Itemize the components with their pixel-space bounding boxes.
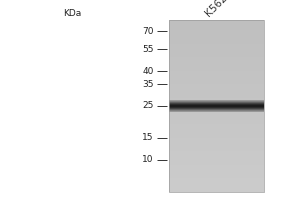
Bar bbox=[169, 20, 264, 192]
Text: KDa: KDa bbox=[63, 9, 81, 18]
Text: 35: 35 bbox=[142, 80, 154, 88]
Text: 15: 15 bbox=[142, 134, 154, 142]
Text: K562: K562 bbox=[203, 0, 229, 18]
Text: 40: 40 bbox=[142, 66, 154, 75]
Text: 10: 10 bbox=[142, 156, 154, 164]
Text: 25: 25 bbox=[142, 102, 154, 110]
Text: 70: 70 bbox=[142, 26, 154, 36]
Text: 55: 55 bbox=[142, 45, 154, 53]
